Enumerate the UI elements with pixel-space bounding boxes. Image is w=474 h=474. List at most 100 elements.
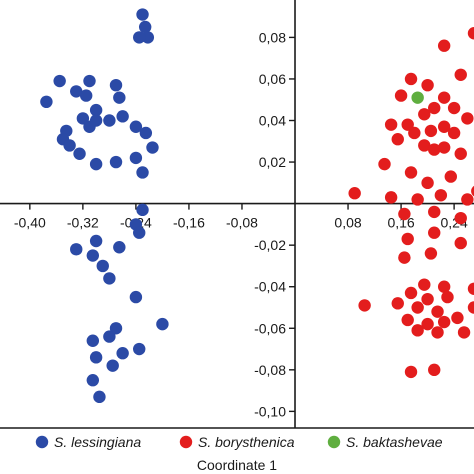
data-point-series-1 xyxy=(421,176,434,190)
legend: S. lessingiana S. borysthenica S. baktashe… xyxy=(0,430,474,456)
data-point-series-0 xyxy=(53,74,66,88)
y-tick-label: 0,02 xyxy=(259,154,286,170)
legend-label: S. baktashevae xyxy=(346,434,443,450)
data-point-series-0 xyxy=(70,85,83,98)
data-point-series-1 xyxy=(447,126,461,140)
data-point-series-0 xyxy=(89,234,103,248)
y-tick-label: -0,10 xyxy=(254,403,286,419)
data-point-series-0 xyxy=(106,359,119,372)
y-tick-label: 0,04 xyxy=(259,113,286,129)
data-point-series-0 xyxy=(139,126,153,140)
data-point-series-1 xyxy=(424,247,438,260)
data-point-series-1 xyxy=(437,39,451,52)
legend-marker xyxy=(327,435,341,449)
data-point-series-1 xyxy=(454,147,467,160)
data-point-series-0 xyxy=(70,243,83,256)
data-point-series-0 xyxy=(116,347,129,360)
data-point-series-1 xyxy=(404,166,418,179)
data-point-series-1 xyxy=(434,189,448,202)
data-point-series-1 xyxy=(411,301,424,314)
data-point-series-0 xyxy=(76,112,90,125)
data-point-series-1 xyxy=(424,124,438,138)
data-point-series-1 xyxy=(421,292,434,306)
data-point-series-0 xyxy=(103,272,116,285)
data-point-series-0 xyxy=(86,334,100,347)
data-point-series-1 xyxy=(467,27,474,40)
data-point-series-1 xyxy=(358,299,371,312)
legend-label: S. borysthenica xyxy=(198,434,295,450)
data-point-series-1 xyxy=(408,126,421,140)
data-point-series-1 xyxy=(461,193,474,206)
data-point-series-1 xyxy=(421,317,434,331)
data-point-series-1 xyxy=(404,365,418,379)
data-point-series-1 xyxy=(444,170,457,183)
data-points xyxy=(40,8,474,404)
y-tick-label: -0,06 xyxy=(254,320,286,336)
y-ticks: 0,08 0,06 0,04 0,02 -0,02 -0,04 -0,06 -0,08 -0,1… xyxy=(254,29,296,419)
data-point-series-0 xyxy=(63,139,76,152)
y-tick-label: -0,04 xyxy=(254,279,286,295)
data-point-series-0 xyxy=(156,317,169,331)
data-point-series-1 xyxy=(461,112,474,125)
data-point-series-0 xyxy=(109,78,123,92)
data-point-series-0 xyxy=(89,114,103,127)
y-tick-label: -0,02 xyxy=(254,237,286,253)
data-point-series-0 xyxy=(109,155,123,169)
data-point-series-1 xyxy=(398,251,411,264)
data-point-series-1 xyxy=(437,280,451,293)
data-point-series-1 xyxy=(411,324,424,337)
data-point-series-1 xyxy=(404,72,418,86)
data-point-series-1 xyxy=(421,78,434,92)
data-point-series-1 xyxy=(348,187,361,200)
data-point-series-1 xyxy=(401,313,414,327)
data-point-series-1 xyxy=(454,68,467,81)
data-point-series-0 xyxy=(146,141,159,154)
y-tick-label: 0,06 xyxy=(259,71,286,87)
data-point-series-0 xyxy=(93,390,106,404)
data-point-series-1 xyxy=(401,118,414,131)
data-point-series-0 xyxy=(133,226,146,239)
legend-background xyxy=(0,430,474,456)
data-point-series-1 xyxy=(398,207,411,221)
data-point-series-0 xyxy=(83,74,96,88)
data-point-series-0 xyxy=(109,322,123,335)
data-point-series-1 xyxy=(378,157,391,171)
data-point-series-1 xyxy=(471,185,474,197)
data-point-series-0 xyxy=(113,241,126,254)
data-point-series-1 xyxy=(418,139,431,152)
x-ticks: -0,40-0,32-0,24-0,16-0,080,080,160,24 xyxy=(14,203,468,231)
data-point-series-0 xyxy=(96,259,109,273)
data-point-series-0 xyxy=(89,103,103,117)
data-point-series-1 xyxy=(431,326,444,339)
y-tick-label: 0,08 xyxy=(259,29,286,45)
x-tick-label: -0,16 xyxy=(173,215,205,231)
data-point-series-0 xyxy=(89,351,103,364)
legend-marker xyxy=(35,435,49,449)
data-point-series-1 xyxy=(411,193,424,206)
data-point-series-0 xyxy=(40,95,53,109)
data-point-series-1 xyxy=(428,101,441,115)
data-point-series-0 xyxy=(136,203,149,217)
data-point-series-0 xyxy=(89,157,103,171)
data-point-series-1 xyxy=(454,211,467,225)
data-point-series-1 xyxy=(401,232,414,246)
data-point-series-0 xyxy=(103,114,116,127)
data-point-series-0 xyxy=(138,20,152,34)
x-axis-title: Coordinate 1 xyxy=(197,457,277,473)
data-point-series-1 xyxy=(418,108,431,121)
data-point-series-1 xyxy=(437,91,451,104)
legend-label: S. lessingiana xyxy=(54,434,141,450)
data-point-series-0 xyxy=(133,342,146,356)
data-point-series-1 xyxy=(451,311,464,325)
data-point-series-1 xyxy=(467,301,474,314)
data-point-series-1 xyxy=(428,205,441,219)
data-point-series-1 xyxy=(431,305,444,318)
data-point-series-1 xyxy=(391,297,404,310)
data-point-series-1 xyxy=(447,101,461,115)
data-point-series-1 xyxy=(437,120,451,133)
data-point-series-1 xyxy=(428,363,441,377)
x-tick-label: 0,08 xyxy=(334,215,361,231)
x-tick-label: -0,40 xyxy=(14,215,46,231)
